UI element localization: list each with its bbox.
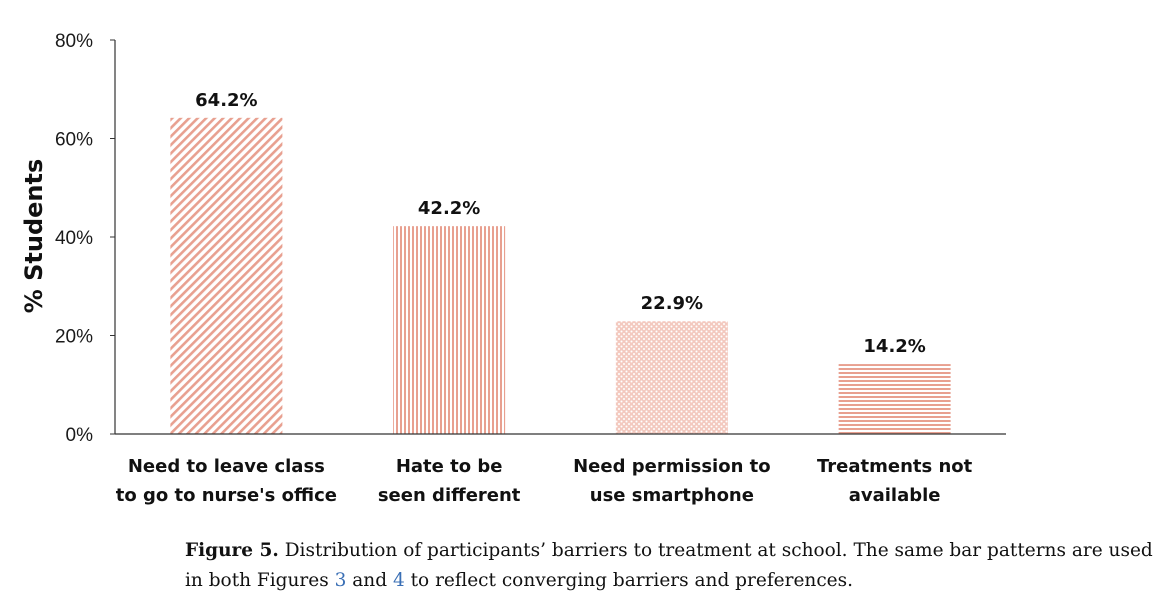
caption-text-3: to reflect converging barriers and prefe… [404, 570, 854, 591]
data-label: 22.9% [641, 293, 703, 314]
bar [393, 226, 506, 434]
figure-4-link[interactable]: 4 [392, 570, 405, 591]
bar [838, 364, 951, 434]
y-axis-title: % Students [20, 159, 48, 314]
bar [615, 321, 728, 434]
y-tick-label: 60% [55, 130, 93, 151]
data-label: 14.2% [863, 336, 925, 357]
figure-caption: Figure 5. Distribution of participants’ … [185, 536, 1170, 596]
x-tick-label: Treatments not available [817, 456, 973, 506]
x-tick-label-line: Need to leave class [128, 456, 325, 477]
bars: 64.2% 42.2% 22.9% 14.2% [170, 90, 951, 434]
y-axis: 0% 20% 40% 60% 80% [55, 31, 116, 446]
x-tick-label-line: use smartphone [590, 485, 754, 506]
y-tick-label: 0% [66, 425, 94, 446]
bar-chart: 0% 20% 40% 60% 80% 64.2% 42.2% 22.9% 14.2% Need… [20, 31, 1006, 506]
x-tick-label: Need to leave class to go to nurse's offi… [116, 456, 337, 506]
x-tick-label-line: seen different [378, 485, 521, 506]
x-tick-label-line: Hate to be [396, 456, 503, 477]
x-tick-label: Hate to be seen different [378, 456, 521, 506]
x-tick-label-line: Treatments not [817, 456, 973, 477]
caption-label: Figure 5. [185, 540, 279, 561]
x-tick-label-line: available [849, 485, 941, 506]
x-tick-label: Need permission to use smartphone [573, 456, 771, 506]
x-tick-label-line: Need permission to [573, 456, 771, 477]
x-axis: Need to leave class to go to nurse's offi… [115, 433, 1006, 506]
caption-text-1: Distribution of participants’ barriers t… [185, 540, 1153, 591]
data-label: 64.2% [195, 90, 257, 111]
y-tick-label: 80% [55, 31, 93, 52]
data-label: 42.2% [418, 198, 480, 219]
y-tick-label: 20% [55, 327, 93, 348]
bar [170, 117, 283, 434]
y-tick-label: 40% [55, 228, 93, 249]
figure-3-link[interactable]: 3 [334, 570, 347, 591]
x-tick-label-line: to go to nurse's office [116, 485, 337, 506]
caption-text-2: and [346, 570, 393, 591]
